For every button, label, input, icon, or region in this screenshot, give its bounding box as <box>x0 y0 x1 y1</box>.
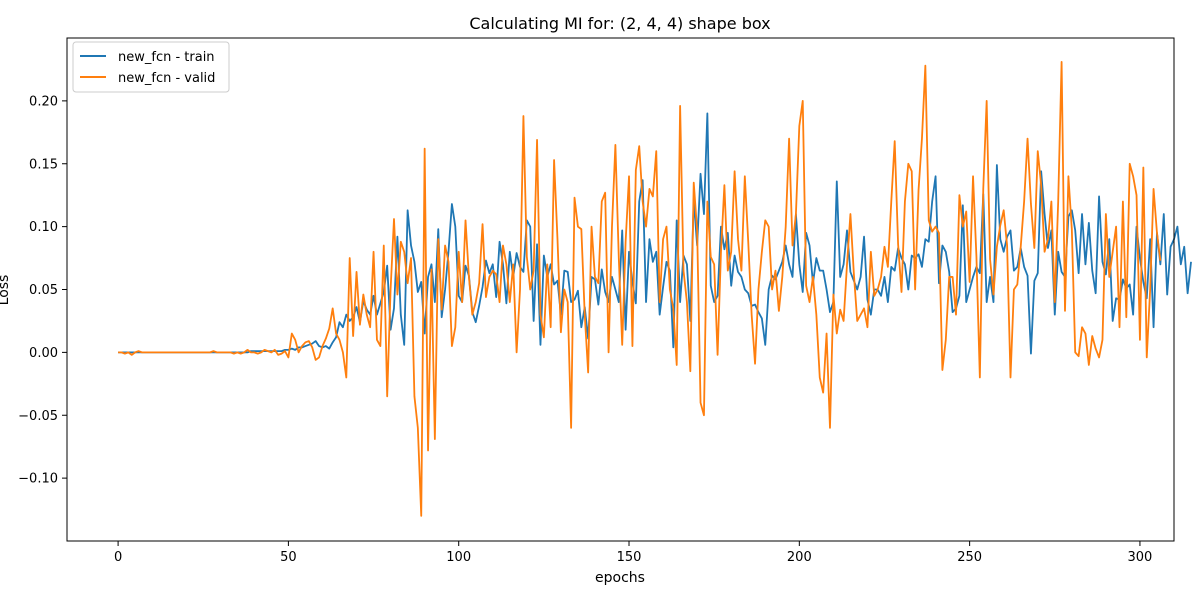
x-tick-label: 50 <box>280 550 297 565</box>
y-tick-label: 0.20 <box>29 94 58 109</box>
plot-frame <box>66 37 1175 542</box>
x-axis-label: epochs <box>595 570 645 586</box>
x-tick-label: 150 <box>617 550 642 565</box>
legend-label-valid: new_fcn - valid <box>118 71 215 86</box>
y-axis-label: Loss <box>0 275 12 306</box>
x-tick-label: 300 <box>1128 550 1153 565</box>
y-tick-label: −0.10 <box>18 472 58 487</box>
x-tick-label: 0 <box>114 550 122 565</box>
legend: new_fcn - train new_fcn - valid <box>72 41 230 93</box>
legend-label-train: new_fcn - train <box>118 50 215 65</box>
legend-box <box>72 41 230 93</box>
y-tick-label: −0.05 <box>18 409 58 424</box>
y-tick-label: 0.15 <box>29 157 58 172</box>
chart-title: Calculating MI for: (2, 4, 4) shape box <box>469 14 770 33</box>
series-layer <box>118 60 1192 517</box>
x-tick-label: 200 <box>787 550 812 565</box>
y-tick-label: 0.10 <box>29 220 58 235</box>
ticks-layer: 0 50 100 150 200 250 300 −0.10 −0.05 0.00 0.05 0.10… <box>18 94 1152 565</box>
y-tick-label: 0.05 <box>29 283 58 298</box>
series-line-valid <box>118 60 1162 517</box>
x-tick-label: 100 <box>446 550 471 565</box>
x-tick-label: 250 <box>957 550 982 565</box>
y-tick-label: 0.00 <box>29 346 58 361</box>
